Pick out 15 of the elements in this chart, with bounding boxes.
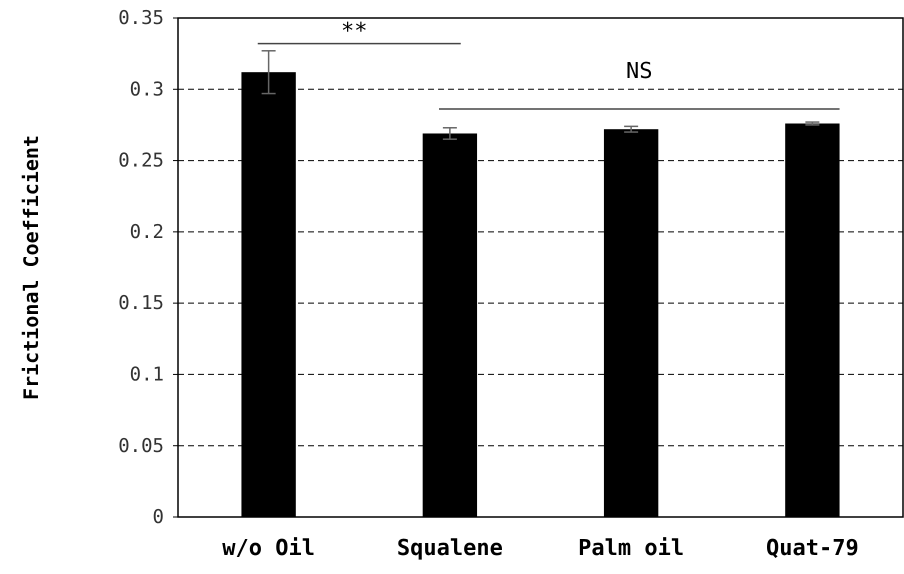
x-tick-label: Quat-79 bbox=[766, 536, 859, 562]
y-tick-label: 0.15 bbox=[118, 292, 164, 314]
y-tick-label: 0.25 bbox=[118, 150, 164, 172]
y-tick-label: 0.2 bbox=[130, 220, 164, 243]
x-tick-label: w/o Oil bbox=[222, 536, 315, 562]
annotation: ** bbox=[341, 19, 368, 44]
x-tick-label: Palm oil bbox=[578, 536, 684, 562]
y-axis-title: Frictional Coefficient bbox=[19, 135, 43, 400]
y-tick-label: 0.3 bbox=[130, 78, 164, 100]
y-tick-label: 0.1 bbox=[130, 364, 164, 386]
y-tick-label: 0 bbox=[152, 506, 164, 528]
annotation: NS bbox=[626, 59, 653, 84]
y-tick-label: 0.05 bbox=[118, 434, 164, 457]
y-tick-label: 0.35 bbox=[118, 7, 164, 30]
x-tick-label: Squalene bbox=[396, 536, 503, 562]
